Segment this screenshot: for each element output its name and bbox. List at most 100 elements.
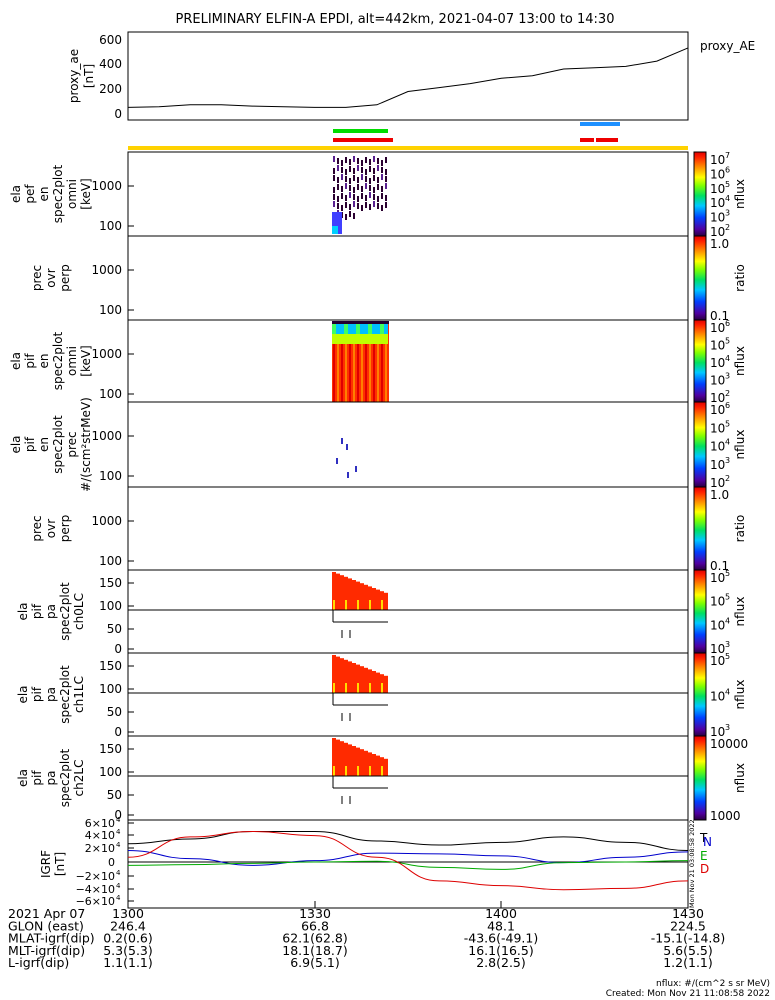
spec-mid [384,334,388,344]
y-tick-label: 100 [99,303,122,317]
green-dotted-bar [333,129,388,133]
spec-pixel [377,196,379,202]
blue-bar [580,122,620,126]
spec-pixel [373,201,375,207]
pa-column [332,572,336,610]
colorbar-tick-exp: 6 [725,319,730,328]
spec-pixel [373,168,375,174]
pa-gap [357,600,359,610]
colorbar-fill [693,235,707,321]
colorbar-tick-label: 10 [710,182,725,196]
spec-pixel [333,156,335,162]
pa-column [372,671,376,693]
panel-ylabel: pif [30,770,44,786]
pa-column [364,750,368,776]
igrf-ylabel-2: [nT] [53,852,67,876]
spec-pixel [349,166,351,172]
colorbar-fill [693,652,707,737]
ephemeris-cell: 16.1(16.5) [468,943,533,958]
spec-pixel [361,167,363,173]
spec-pixel [353,194,355,200]
panel-ylabel: spec2plot [51,331,65,390]
igrf-panel: 6×10 44×10 42×10 40−2×10 4−4×10 4−6×10 4 IGRF … [39,816,712,909]
spec-pixel [385,176,387,182]
colorbar-fill [693,735,707,821]
colorbar-tick-exp: 4 [725,688,730,697]
ae-panel: 600 400 200 0 proxy_ae [nT] proxy_AE [67,31,755,121]
spec-pixel [337,158,339,164]
panel-ylabel: ela [9,352,23,370]
ephemeris-cell: 0.2(0.6) [103,931,153,946]
colorbar-tick-label: 10000 [710,737,748,751]
colorbar-tick-label: 10 [710,225,725,239]
colorbar-tick-exp: 3 [725,723,730,732]
ephemeris-cell: 1300 [112,906,144,921]
colorbar-tick-exp: 6 [725,401,730,410]
ephemeris-cell: 62.1(62.8) [282,931,347,946]
colorbar-label: ratio [733,515,747,543]
pa-column [384,675,388,693]
igrf-series-D [127,831,689,891]
panel-ylabel: prec [30,515,44,541]
pa-column [340,575,344,610]
spec-top [368,322,372,334]
pa-column [348,744,352,776]
panel-frame [127,735,689,821]
panel-ylabel: spec2plot [58,665,72,724]
panel-ylabel: ela [16,685,30,703]
ae-legend: proxy_AE [700,39,755,53]
ephemeris-cell: 1.2(1.1) [663,955,713,970]
pa-column [376,672,380,693]
ae-ylabel-1: proxy_ae [67,49,81,103]
panel-ylabel: pif [23,436,37,452]
colorbar-tick-label: 10 [710,654,725,668]
panel-ylabel: prec [30,265,44,291]
colorbar-tick-label: 10 [710,421,725,435]
pa-gap [345,683,347,693]
spec-pixel [353,201,355,207]
colorbar-tick-label: 1000 [710,809,741,823]
pa-column [344,576,348,610]
spec-pixel [365,169,367,175]
igrf-ticks: 6×10 44×10 42×10 40−2×10 4−4×10 4−6×10 4 [76,816,134,908]
pa-gap [369,766,371,776]
colorbar-tick-label: 10 [710,391,725,405]
spec-pixel [349,185,351,191]
pa-gap [369,683,371,693]
spec-pixel [381,174,383,180]
pa-column [336,656,340,693]
panel-p8: 150 100 50 0 ela pif pa spec2plot ch2LC [16,735,689,822]
pa-gap [381,600,383,610]
spec-pixel [345,157,347,163]
colorbar-label: nflux [733,597,747,627]
panel-p2: 1000 100 prec ovr perp [30,235,689,321]
colorbar-fill [693,401,707,488]
pa-gap [381,683,383,693]
spec-pixel [341,193,343,199]
figure-title: PRELIMINARY ELFIN-A EPDI, alt=442km, 202… [176,12,615,27]
panel-ylabel: pif [23,353,37,369]
spec-pixel [377,184,379,190]
colorbar-p5: 1.0 0.1 ratio [693,486,747,573]
ephemeris-cell: 1430 [672,906,704,921]
pa-gap [369,600,371,610]
spec-pixel [349,178,351,184]
colorbar-tick-exp: 5 [725,652,730,661]
ephemeris-cell: 1330 [299,906,331,921]
y-tick-label: 1000 [91,347,122,361]
pa-column [360,749,364,776]
panel-p4: 1000 100 ela pif en spec2plot prec #/(scm²strMe… [9,397,689,492]
igrf-tick-label: 2×10 [85,842,115,855]
igrf-ylabel-1: IGRF [39,850,53,878]
panel-frame [127,569,689,654]
colorbar-tick-exp: 6 [725,165,730,174]
spec-pixel [365,202,367,208]
spec-pixel [377,158,379,164]
y-tick-label: 1000 [91,179,122,193]
ae-tick: 400 [99,57,122,71]
igrf-legend-N: N [703,835,712,849]
spec-pixel [353,187,355,193]
panel-ylabel: perp [58,264,72,292]
panel-ylabel: omni [65,346,79,376]
